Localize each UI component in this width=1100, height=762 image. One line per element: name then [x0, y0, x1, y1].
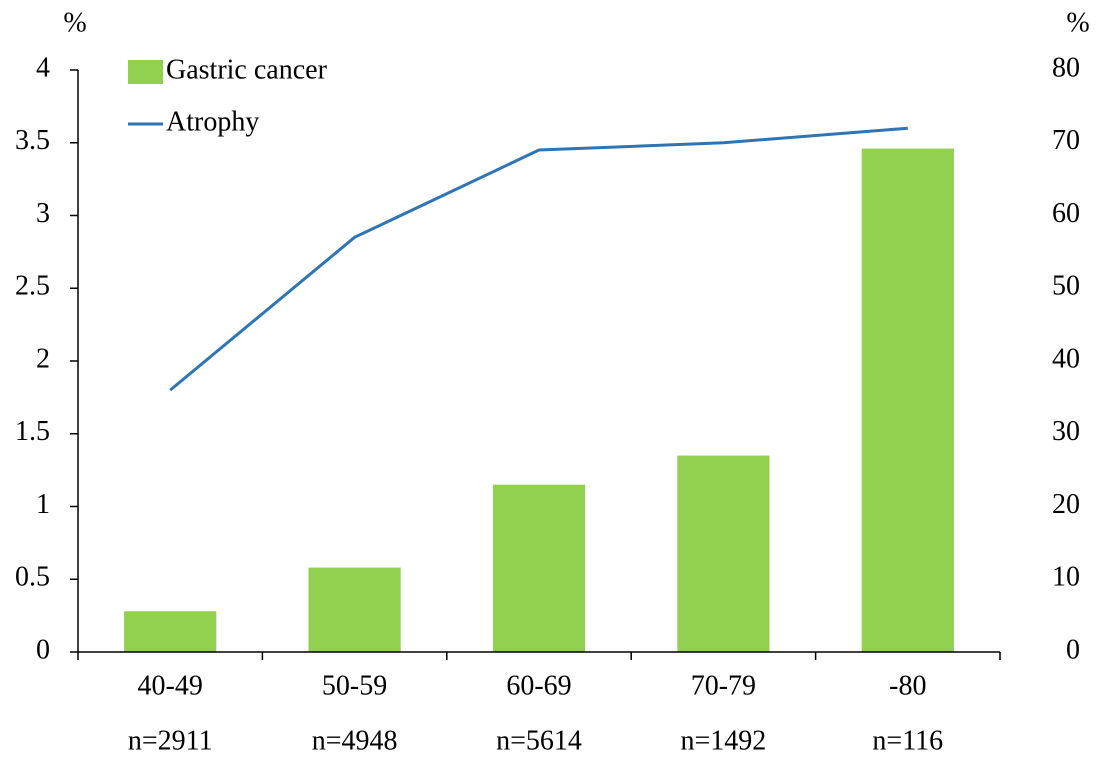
x-tick-label: 50-59 [322, 670, 387, 701]
legend-label: Atrophy [166, 106, 259, 137]
y2-tick-label: 60 [1052, 198, 1080, 229]
y2-tick-label: 30 [1052, 416, 1080, 447]
y-tick-label: 1.5 [15, 416, 50, 447]
x-tick-label: 60-69 [506, 670, 571, 701]
y-tick-label: 2 [36, 343, 50, 374]
sample-size-label: n=5614 [496, 725, 582, 756]
sample-size-label: n=1492 [681, 725, 767, 756]
y-tick-label: 3.5 [15, 125, 50, 156]
bar [492, 484, 586, 652]
sample-size-label: n=4948 [312, 725, 398, 756]
bar [677, 455, 770, 652]
y2-tick-label: 40 [1052, 343, 1080, 374]
line [169, 126, 908, 392]
y2-tick-label: 80 [1052, 52, 1080, 83]
x-tick-label: 70-79 [691, 670, 756, 701]
y2-unit: % [1066, 7, 1089, 38]
y-unit: % [63, 7, 86, 38]
y2-tick-label: 70 [1052, 125, 1080, 156]
y-tick-label: 1 [36, 489, 50, 520]
y2-tick-label: 20 [1052, 489, 1080, 520]
x-tick-label: -80 [889, 670, 926, 701]
legend-label: Gastric cancer [166, 54, 328, 85]
x-tick-label: 40-49 [138, 670, 203, 701]
bar [861, 148, 954, 652]
y-tick-label: 3 [36, 198, 50, 229]
y2-tick-label: 50 [1052, 271, 1080, 302]
y-tick-label: 0.5 [15, 562, 50, 593]
sample-size-label: n=116 [872, 725, 943, 756]
y-tick-label: 2.5 [15, 271, 50, 302]
bar [308, 567, 401, 652]
bar [124, 611, 217, 652]
y-tick-label: 0 [36, 634, 50, 665]
y-tick-label: 4 [36, 52, 50, 83]
legend-swatch [128, 60, 163, 84]
y2-tick-label: 0 [1066, 634, 1080, 665]
y2-tick-label: 10 [1052, 562, 1080, 593]
sample-size-label: n=2911 [128, 725, 213, 756]
